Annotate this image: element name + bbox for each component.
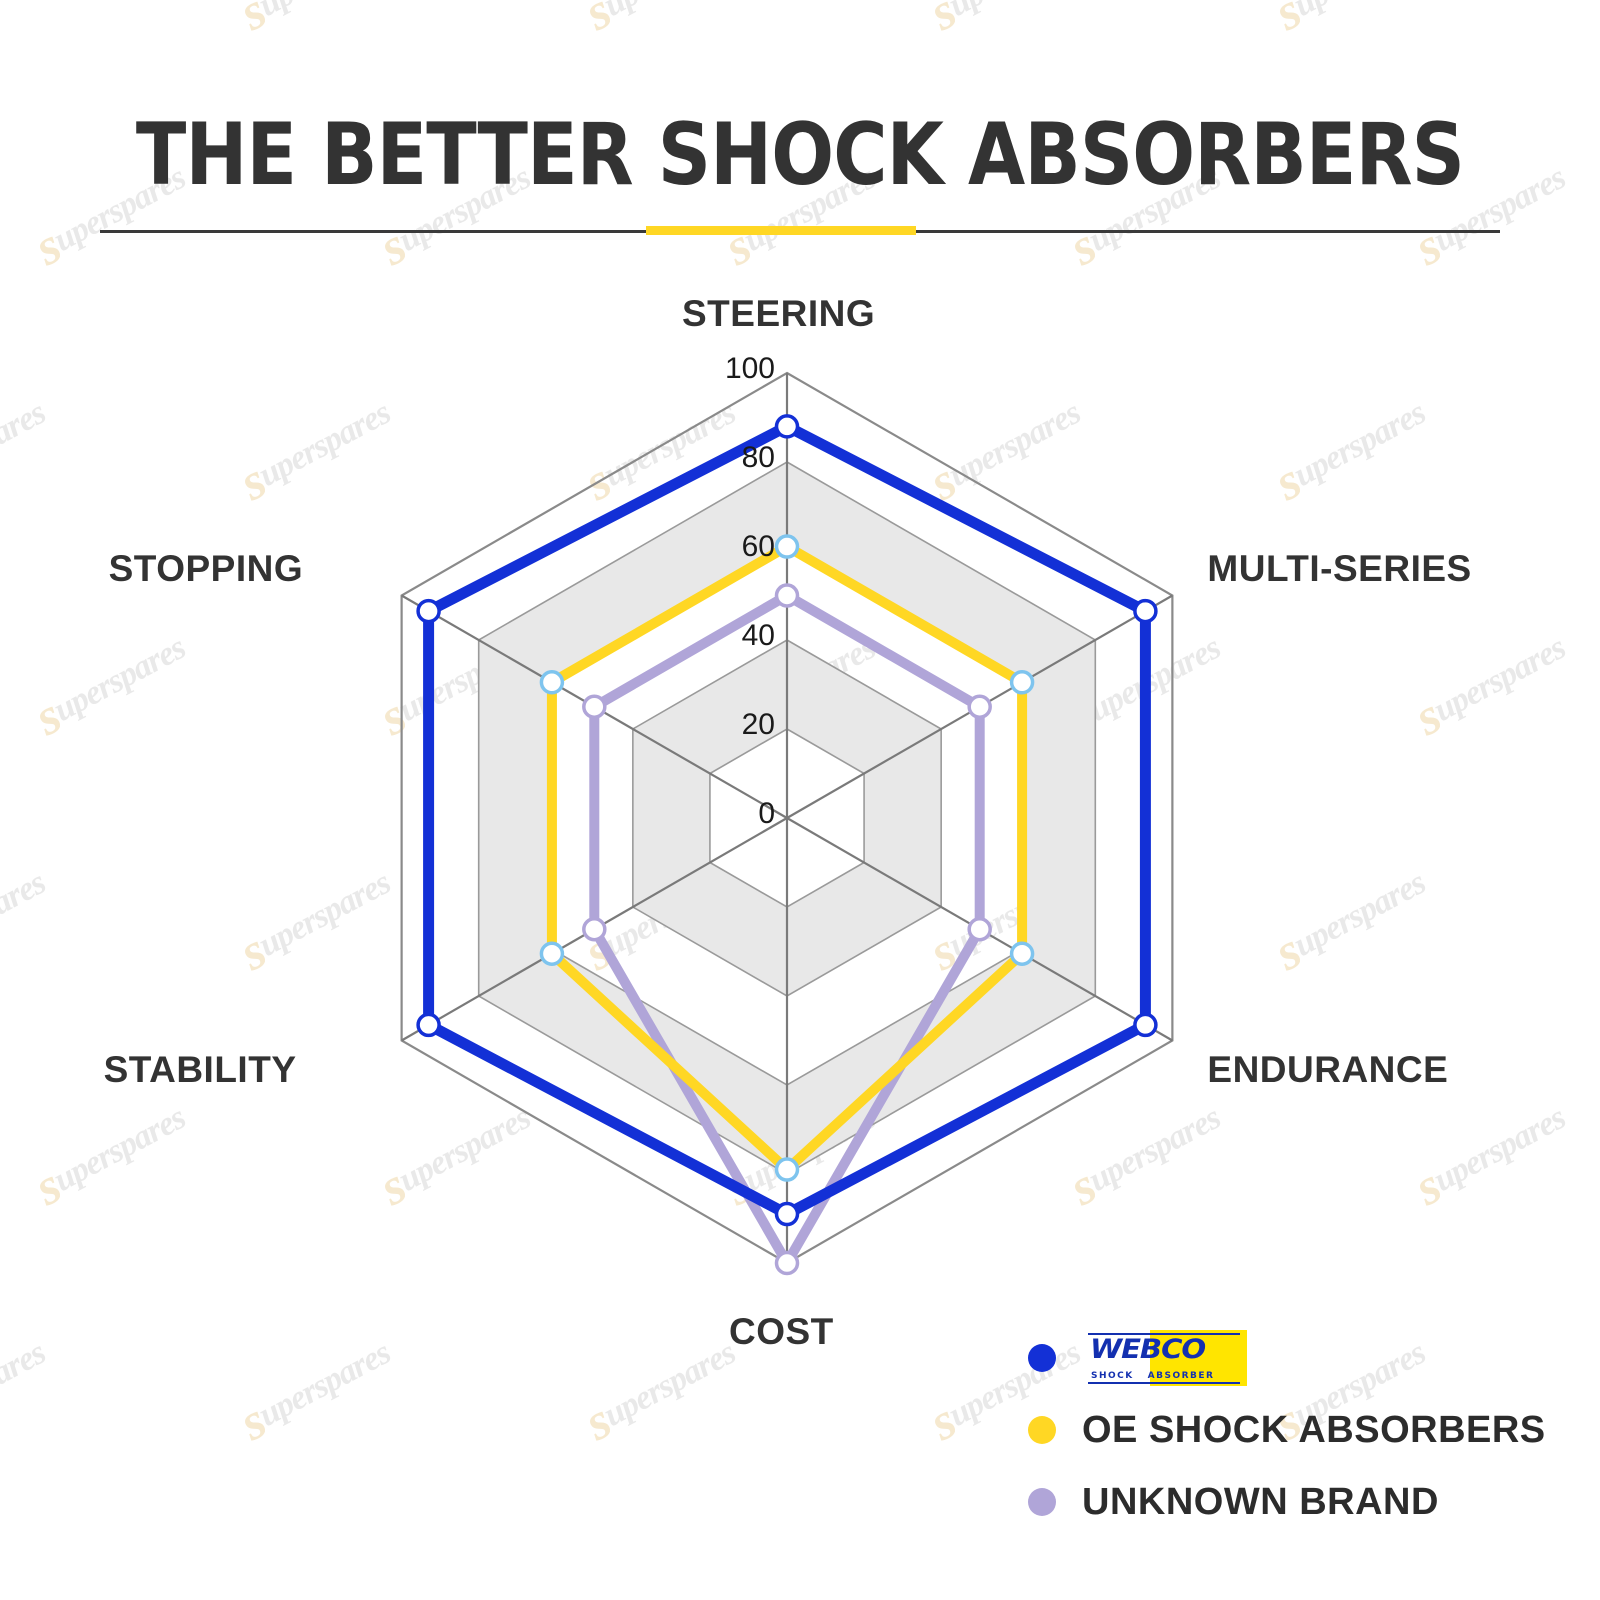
page-title: THE BETTER SHOCK ABSORBERS	[135, 105, 1465, 205]
legend-dot-webco	[1028, 1344, 1056, 1372]
series-marker	[539, 941, 565, 966]
series-marker	[539, 670, 565, 695]
tick-label-60: 60	[741, 530, 775, 563]
series-marker	[967, 694, 992, 719]
axis-label-cost: COST	[729, 1311, 834, 1352]
legend-dot-oe	[1028, 1416, 1056, 1444]
title-accent-bar	[646, 226, 916, 235]
series-marker	[774, 534, 800, 559]
legend-item-oe[interactable]: OE SHOCK ABSORBERS	[1028, 1394, 1546, 1466]
chart-legend: WEBCO SHOCK ABSORBER OE SHOCK ABSORBERS …	[1028, 1322, 1546, 1538]
webco-logo: WEBCO SHOCK ABSORBER	[1082, 1330, 1247, 1386]
series-marker	[1009, 670, 1035, 695]
logo-subtitle: SHOCK ABSORBER	[1091, 1372, 1214, 1381]
axis-label-stopping: STOPPING	[108, 547, 304, 589]
grid-band	[632, 640, 942, 996]
series-marker	[582, 694, 607, 719]
series-marker	[1133, 598, 1158, 624]
tick-label-100: 100	[724, 352, 775, 385]
logo-rule-bottom	[1088, 1382, 1240, 1384]
tick-label-80: 80	[741, 441, 775, 474]
axis-label-stability: STABILITY	[103, 1048, 297, 1090]
series-marker	[967, 917, 992, 942]
tick-label-0: 0	[758, 797, 775, 830]
series-layer	[416, 414, 1158, 1276]
legend-item-unknown[interactable]: UNKNOWN BRAND	[1028, 1466, 1546, 1538]
series-marker	[1133, 1012, 1158, 1038]
series-marker	[774, 1201, 800, 1227]
logo-rule-top	[1088, 1333, 1240, 1335]
legend-label-oe: OE SHOCK ABSORBERS	[1082, 1408, 1546, 1451]
series-marker	[416, 1012, 441, 1038]
axis-label-steering: STEERING	[682, 293, 876, 334]
series-marker	[1009, 941, 1035, 966]
logo-subtitle-left: SHOCK	[1091, 1371, 1134, 1381]
series-marker	[416, 598, 441, 624]
header: THE BETTER SHOCK ABSORBERS	[0, 0, 1600, 235]
axis-label-endurance: ENDURANCE	[1207, 1048, 1449, 1090]
logo-left-panel	[1082, 1330, 1150, 1386]
legend-dot-unknown	[1028, 1488, 1056, 1516]
logo-right-panel	[1150, 1330, 1247, 1386]
logo-wordmark: WEBCO	[1090, 1334, 1206, 1365]
series-marker	[774, 583, 800, 608]
tick-label-20: 20	[741, 708, 775, 741]
tick-label-40: 40	[741, 619, 775, 652]
logo-subtitle-right: ABSORBER	[1147, 1371, 1215, 1381]
series-marker	[774, 414, 800, 439]
series-marker	[774, 1250, 800, 1276]
legend-item-webco[interactable]: WEBCO SHOCK ABSORBER	[1028, 1322, 1546, 1394]
series-marker	[582, 917, 607, 942]
legend-label-unknown: UNKNOWN BRAND	[1082, 1480, 1439, 1523]
axis-label-multi-series: MULTI-SERIES	[1207, 547, 1472, 589]
series-marker	[774, 1157, 800, 1182]
